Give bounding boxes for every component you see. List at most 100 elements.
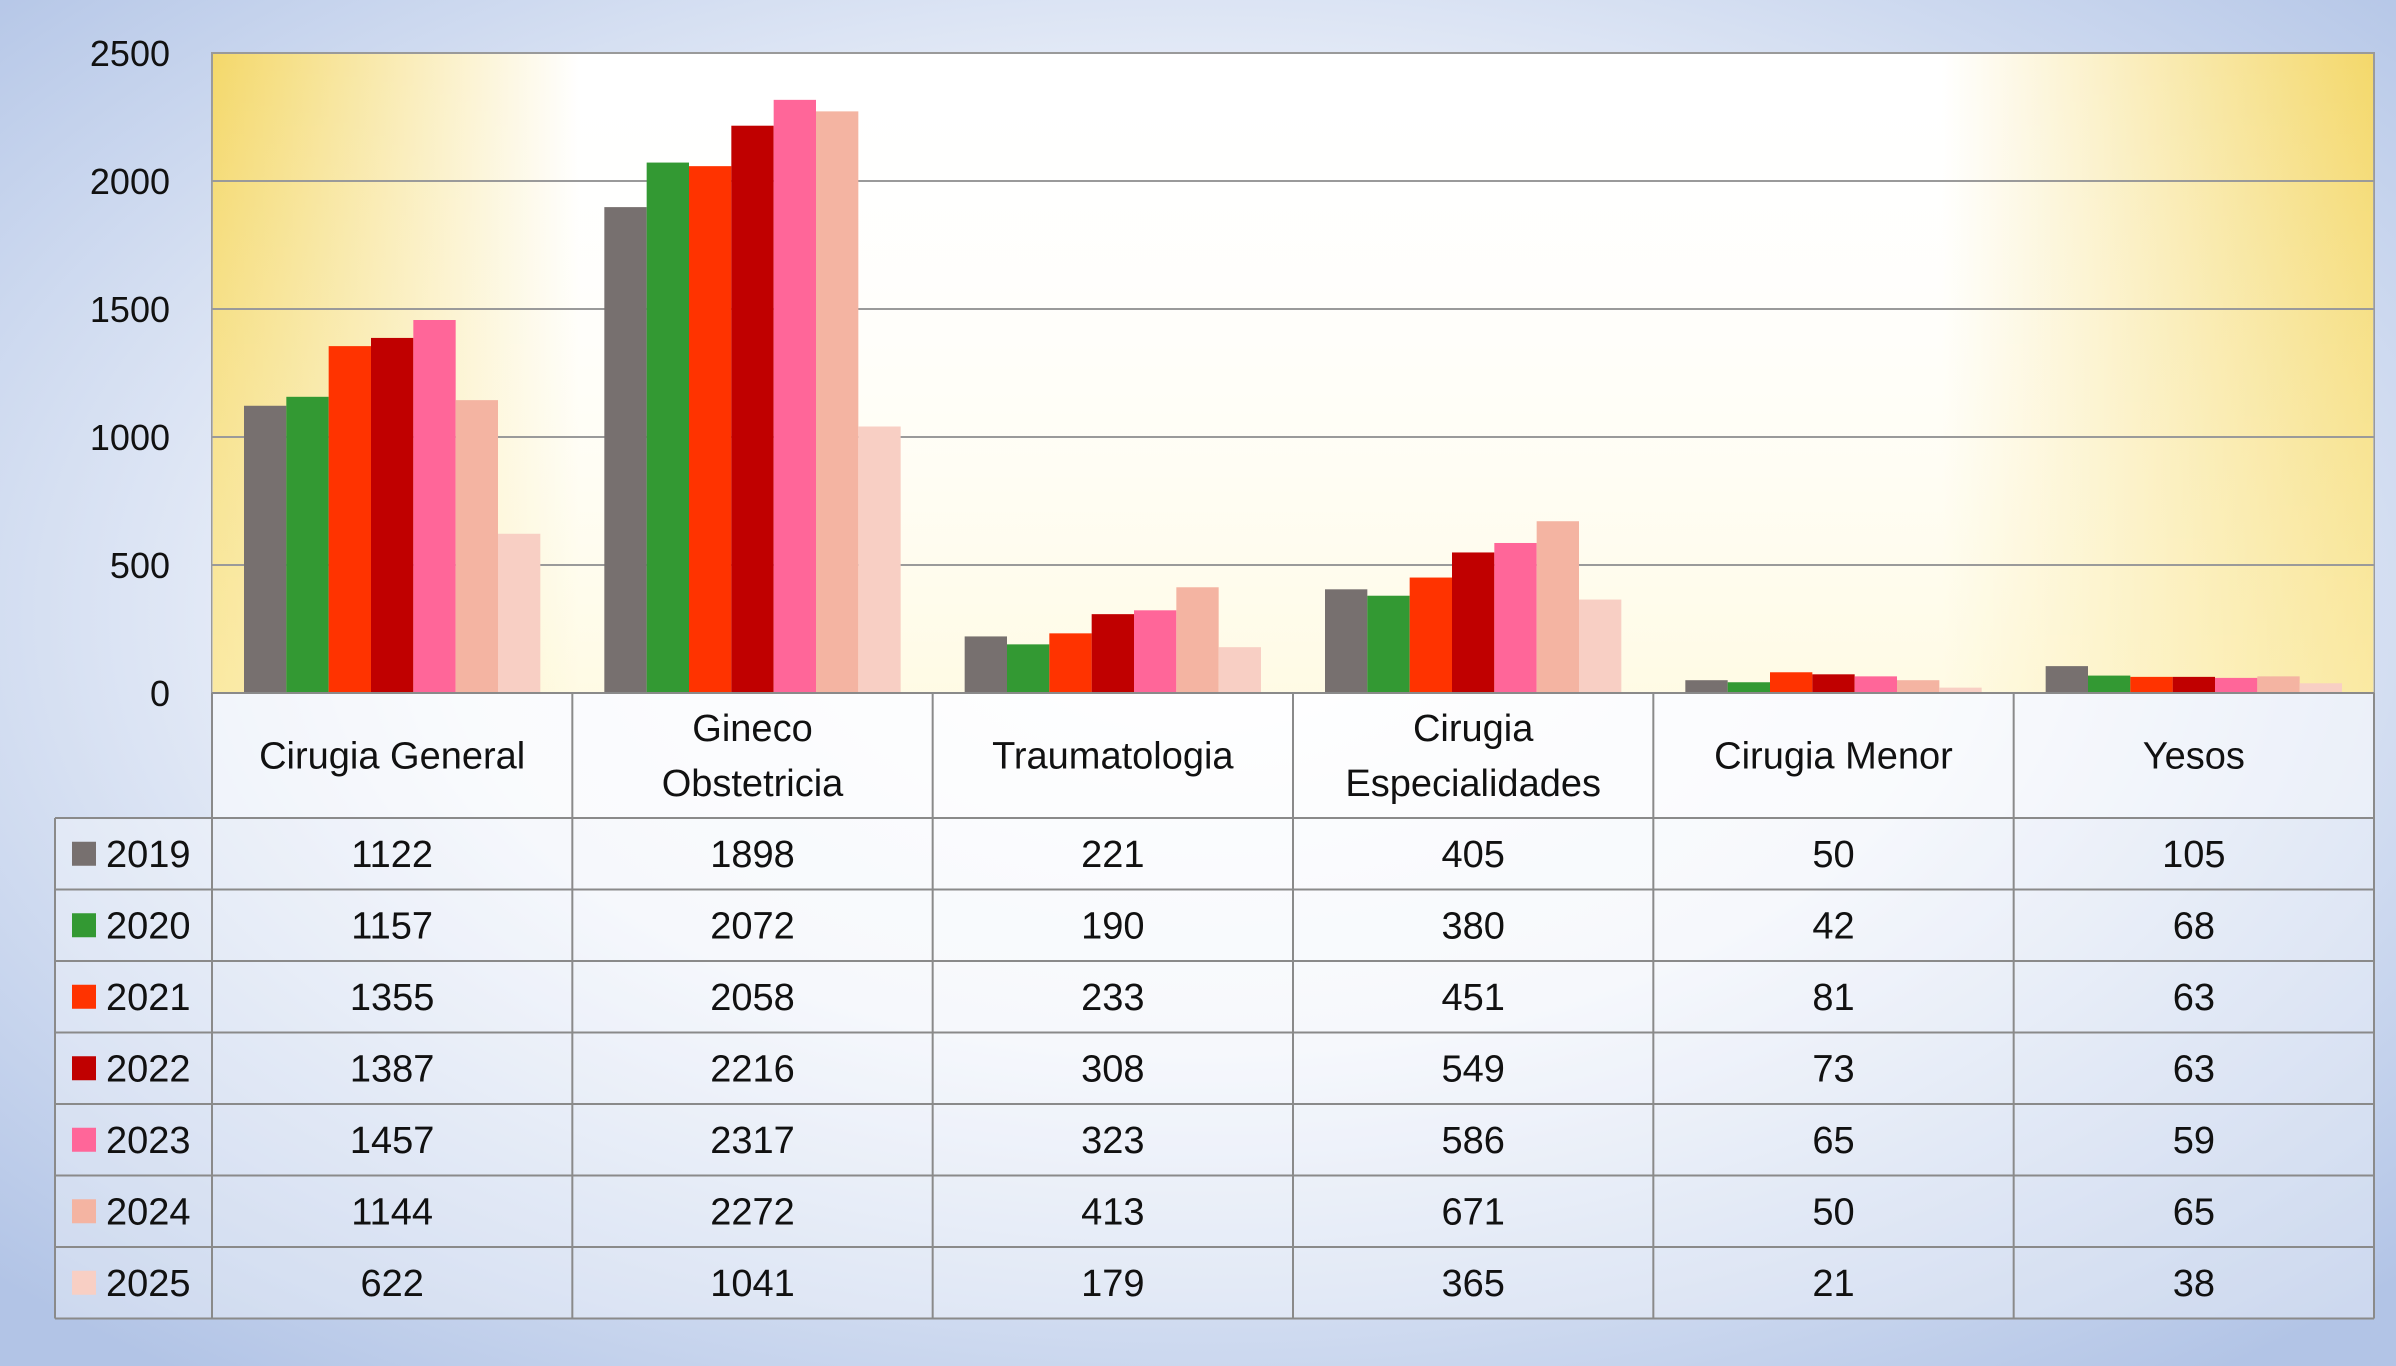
y-tick-label: 1500 — [90, 289, 170, 330]
category-label: Cirugia General — [259, 736, 525, 778]
bar — [2299, 683, 2342, 693]
table-cell-value: 2072 — [710, 905, 795, 947]
bar — [731, 125, 774, 694]
table-cell-value: 190 — [1081, 905, 1144, 947]
bar — [1218, 647, 1261, 693]
bar — [1727, 682, 1770, 693]
bar — [1367, 595, 1410, 693]
legend-swatch — [72, 1127, 96, 1152]
bar — [1536, 521, 1579, 693]
bar — [1452, 552, 1495, 693]
bar — [2045, 666, 2088, 693]
bar — [689, 166, 732, 694]
table-cell-value: 65 — [1812, 1120, 1854, 1162]
bars — [244, 99, 2342, 694]
value-rows-bg — [55, 818, 2374, 1319]
table-cell-value: 1457 — [350, 1120, 435, 1162]
table-cell-value: 586 — [1441, 1120, 1504, 1162]
table-cell-value: 50 — [1812, 1191, 1854, 1233]
table-cell-value: 1898 — [710, 834, 795, 876]
table-cell-value: 81 — [1812, 977, 1854, 1019]
y-tick-label: 0 — [150, 673, 170, 714]
bar — [1134, 610, 1177, 693]
bar — [1897, 680, 1940, 693]
table-cell-value: 413 — [1081, 1191, 1144, 1233]
legend-swatch — [72, 1199, 96, 1224]
table-cell-value: 405 — [1441, 834, 1504, 876]
legend-label: 2023 — [106, 1120, 191, 1162]
table-cell-value: 2272 — [710, 1191, 795, 1233]
bar — [1579, 599, 1622, 693]
bar — [604, 207, 647, 693]
plot-area-glow — [212, 53, 2374, 693]
table-cell-value: 671 — [1441, 1191, 1504, 1233]
legend-label: 2024 — [106, 1191, 191, 1233]
legend-swatch — [72, 1056, 96, 1081]
table-cell-value: 2058 — [710, 977, 795, 1019]
bar — [2172, 676, 2215, 693]
y-tick-label: 2000 — [90, 161, 170, 202]
y-tick-label: 500 — [110, 545, 170, 586]
table-cell-value: 549 — [1441, 1048, 1504, 1090]
bar — [286, 396, 329, 693]
category-label: Traumatologia — [992, 736, 1234, 778]
table-cell-value: 365 — [1441, 1263, 1504, 1305]
table-cell-value: 622 — [360, 1263, 423, 1305]
category-label: Cirugia Menor — [1714, 736, 1953, 778]
table-cell-value: 2317 — [710, 1120, 795, 1162]
bar — [244, 405, 287, 693]
bar — [1007, 644, 1050, 693]
table-cell-value: 380 — [1441, 905, 1504, 947]
table-cell-value: 21 — [1812, 1263, 1854, 1305]
table-cell-value: 308 — [1081, 1048, 1144, 1090]
legend-label: 2022 — [106, 1048, 191, 1090]
table-cell-value: 221 — [1081, 834, 1144, 876]
bar — [816, 111, 859, 694]
table-cell-value: 1387 — [350, 1048, 435, 1090]
data-table: Cirugia General Gineco Obstetricia Traumato… — [54, 692, 2375, 1320]
table-cell-value: 1041 — [710, 1263, 795, 1305]
table-cell-value: 63 — [2173, 1048, 2215, 1090]
bar — [2088, 675, 2131, 693]
table-cell-value: 59 — [2173, 1120, 2215, 1162]
bar — [1685, 680, 1728, 693]
y-tick-label: 1000 — [90, 417, 170, 458]
table-cell-value: 38 — [2173, 1263, 2215, 1305]
bar — [455, 400, 498, 693]
bar — [858, 426, 901, 693]
legend-swatch — [72, 1270, 96, 1295]
legend-swatch — [72, 841, 96, 866]
table-cell-value: 42 — [1812, 905, 1854, 947]
category-label: Cirugia Especialidades — [1345, 708, 1601, 805]
bar — [1770, 672, 1813, 693]
bar — [1494, 542, 1537, 693]
bar — [1091, 614, 1134, 693]
legend-swatch — [72, 984, 96, 1009]
table-cell-value: 179 — [1081, 1263, 1144, 1305]
y-tick-label: 2500 — [90, 33, 170, 74]
table-cell-value: 50 — [1812, 834, 1854, 876]
bar — [1176, 587, 1219, 693]
bar — [1049, 633, 1092, 693]
bar — [1854, 676, 1897, 693]
bar — [371, 337, 414, 693]
table-cell-value: 105 — [2162, 834, 2225, 876]
grid-lines — [212, 180, 2374, 566]
table-cell-value: 63 — [2173, 977, 2215, 1019]
bar — [1409, 577, 1452, 693]
bar — [646, 162, 689, 693]
bar — [964, 636, 1007, 693]
table-cell-value: 1122 — [351, 834, 433, 876]
table-cell-value: 451 — [1441, 977, 1504, 1019]
bar — [2257, 676, 2300, 693]
bar — [2215, 677, 2258, 693]
legend-label: 2019 — [106, 834, 191, 876]
legend-label: 2025 — [106, 1263, 191, 1305]
bar — [328, 346, 371, 693]
bar — [773, 99, 816, 693]
table-cell-value: 65 — [2173, 1191, 2215, 1233]
legend-label: 2020 — [106, 905, 191, 947]
bar — [498, 533, 541, 693]
table-cell-value: 1157 — [351, 905, 433, 947]
